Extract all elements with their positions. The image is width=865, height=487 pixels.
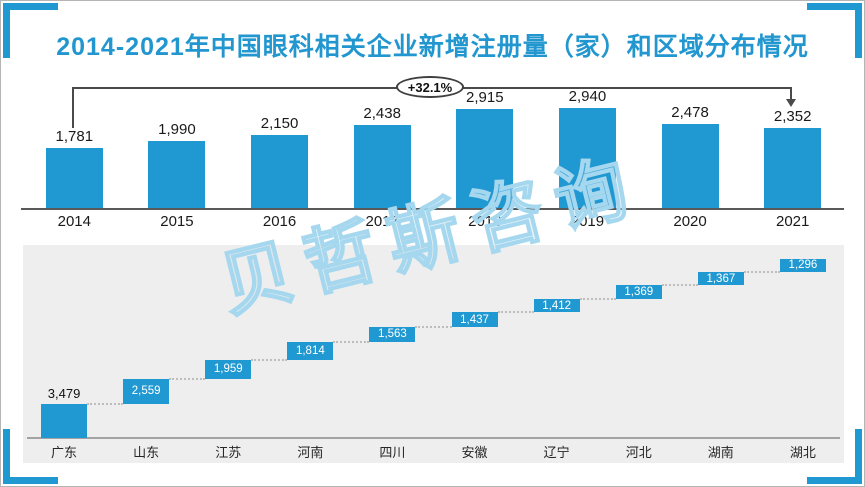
- annual-bar-value-label: 2,352: [773, 108, 812, 125]
- growth-annotation-badge: +32.1%: [396, 76, 464, 98]
- waterfall-segment: 1,369: [615, 285, 662, 299]
- annual-year-label: 2021: [776, 213, 810, 230]
- waterfall-segment: 1,412: [533, 298, 580, 313]
- annual-bar-column: 2,438: [331, 81, 434, 209]
- annual-bar-column: 2,478: [639, 81, 742, 209]
- annual-bar: [251, 135, 309, 209]
- annual-bars-container: 1,781 1,990 2,150 2,438 2,915 2,940 2,478 2,352: [23, 81, 844, 209]
- annual-bar-column: 2,150: [228, 81, 331, 209]
- annual-registrations-bar-chart: 1,781 1,990 2,150 2,438 2,915 2,940 2,478 2,352: [23, 81, 844, 209]
- province-labels-row: 广东 山东 江苏 河南 四川 安徽 辽宁 河北 湖南 湖北: [23, 442, 844, 461]
- waterfall-connector: [497, 311, 534, 314]
- waterfall-segment: 1,959: [205, 359, 252, 379]
- annual-year-label: 2014: [57, 213, 91, 230]
- waterfall-connector: [251, 358, 288, 361]
- province-label: 湖北: [789, 445, 816, 460]
- corner-accent-bottom-left: [3, 429, 58, 484]
- annual-bar-value-label: 1,781: [55, 128, 94, 145]
- annual-chart-year-labels: 2014 2015 2016 2017 2018 2019 2020 2021: [23, 213, 844, 230]
- province-label: 江苏: [215, 445, 242, 460]
- waterfall-segment: 1,367: [697, 271, 744, 286]
- page-title: 2014-2021年中国眼科相关企业新增注册量（家）和区域分布情况: [56, 33, 809, 61]
- annual-bar-value-label: 1,990: [158, 121, 196, 138]
- annual-bar: [661, 124, 719, 209]
- growth-arrow-start-line: [72, 87, 74, 128]
- waterfall-segment: 1,814: [287, 341, 334, 360]
- waterfall-connector: [87, 402, 124, 405]
- annual-year-label: 2020: [673, 213, 707, 230]
- corner-accent-top-left: [3, 3, 58, 58]
- annual-bar-column: 1,781: [23, 81, 126, 209]
- annual-chart-x-axis: [21, 208, 844, 210]
- annual-year-label: 2015: [160, 213, 194, 230]
- annual-year-label: 2018: [468, 213, 502, 230]
- annual-bar-value-label: 2,438: [363, 105, 401, 122]
- annual-bar-column: 1,990: [126, 81, 229, 209]
- corner-accent-bottom-right: [807, 429, 862, 484]
- waterfall-segment: 2,559: [123, 378, 170, 404]
- waterfall-segment: 1,296: [779, 259, 826, 272]
- regional-chart-x-axis: [27, 437, 840, 439]
- growth-arrow-end-line: [790, 87, 792, 100]
- province-label: 河北: [625, 445, 652, 460]
- waterfall-value-label: 3,479: [47, 385, 81, 401]
- annual-bar-value-label: 2,940: [568, 88, 607, 105]
- annual-year-label: 2017: [365, 213, 399, 230]
- waterfall-segment: 1,437: [451, 312, 498, 327]
- annual-bar: [558, 108, 616, 209]
- province-label: 山东: [133, 445, 160, 460]
- annual-bar-column: 2,940: [536, 81, 639, 209]
- annual-bar-value-label: 2,478: [671, 104, 709, 121]
- province-label: 广东: [51, 445, 78, 460]
- annual-bar: [764, 128, 822, 209]
- province-label: 辽宁: [543, 445, 570, 460]
- annual-bar: [148, 141, 206, 209]
- annual-bar-value-label: 2,915: [466, 89, 504, 106]
- province-label: 安徽: [461, 445, 488, 460]
- annual-year-label: 2016: [262, 213, 297, 230]
- annual-bar: [45, 148, 103, 209]
- waterfall-connector: [661, 284, 698, 287]
- annual-bar-column: 2,915: [434, 81, 537, 209]
- regional-waterfall-chart: 广东 山东 江苏 河南 四川 安徽 辽宁 河北 湖南 湖北 3,479 2,559 1,959 1,81…: [23, 245, 844, 463]
- waterfall-connector: [333, 340, 370, 343]
- province-label: 湖南: [707, 445, 734, 460]
- annual-bar: [353, 125, 411, 209]
- waterfall-connector: [415, 325, 452, 328]
- annual-bar-column: 2,352: [741, 81, 844, 209]
- waterfall-segment: 1,563: [369, 326, 416, 342]
- annual-bar: [456, 109, 514, 209]
- arrow-down-icon: [786, 99, 796, 107]
- waterfall-base-bar: [41, 403, 88, 438]
- waterfall-connector: [169, 377, 206, 380]
- province-label: 河南: [297, 445, 324, 460]
- annual-bar-value-label: 2,150: [260, 115, 299, 132]
- corner-accent-top-right: [807, 3, 862, 58]
- annual-year-label: 2019: [570, 213, 605, 230]
- waterfall-connector: [743, 270, 780, 273]
- province-label: 四川: [379, 445, 406, 460]
- waterfall-connector: [579, 297, 616, 300]
